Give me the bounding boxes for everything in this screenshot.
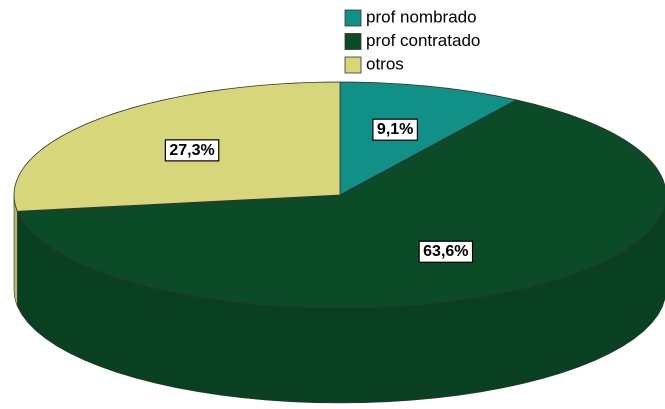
label-box [164, 139, 220, 162]
legend-label: prof contratado [366, 31, 480, 50]
label-text: 9,1% [377, 121, 413, 138]
data-label: 63,6% [418, 240, 474, 263]
legend-label: prof nombrado [366, 7, 477, 26]
legend-swatch [344, 56, 362, 74]
data-label: 9,1% [372, 118, 418, 141]
label-box [418, 240, 474, 263]
label-box [372, 118, 418, 141]
pie-side [13, 194, 18, 307]
legend-swatch [344, 33, 362, 50]
label-text: 27,3% [169, 142, 214, 159]
label-text: 63,6% [423, 243, 468, 260]
pie-slice [16, 99, 665, 309]
legend-label: otros [366, 54, 404, 73]
legend-swatch [344, 9, 362, 27]
pie-slice [339, 81, 518, 196]
data-label: 27,3% [164, 139, 220, 162]
